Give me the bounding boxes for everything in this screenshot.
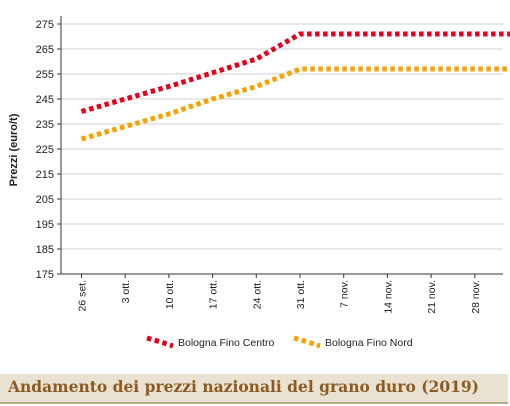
axes [57,16,503,278]
line-chart: 175 185 195 205 215 225 235 245 255 265 275 26 set… [8,16,510,349]
x-tick-labels: 26 set. 3 ott. 10 ott. 17 ott. 24 ott. 31 ott… [77,280,482,314]
chart-title: Andamento dei prezzi nazionali del grano… [8,377,480,396]
grid-lines [61,23,503,250]
y-tick-label: 215 [36,169,54,181]
y-tick-label: 235 [36,119,54,131]
x-tick-label: 24 ott. [251,280,263,309]
x-tick-label: 7 nov. [339,280,351,308]
legend-item: Bologna Fino Nord [293,335,413,349]
x-tick-label: 10 ott. [164,280,176,309]
legend-swatch [146,335,174,349]
x-tick-label: 31 ott. [295,280,307,309]
x-tick-label: 26 set. [77,280,89,312]
y-tick-label: 275 [36,19,54,31]
series-lines [80,31,510,142]
y-tick-label: 255 [36,69,54,81]
legend-item: Bologna Fino Centro [146,335,274,349]
x-tick-label: 14 nov. [382,280,394,314]
x-tick-label: 28 nov. [470,280,482,314]
legend-label: Bologna Fino Nord [325,337,413,349]
legend: Bologna Fino Centro Bologna Fino Nord [146,335,413,349]
y-tick-labels: 175 185 195 205 215 225 235 245 255 265 275 [36,19,54,281]
y-tick-label: 175 [36,269,54,281]
y-tick-label: 265 [36,44,54,56]
series-line [80,66,510,142]
series-line [80,31,510,114]
legend-label: Bologna Fino Centro [178,337,274,349]
x-tick-label: 21 nov. [426,280,438,314]
y-tick-label: 245 [36,94,54,106]
y-tick-label: 195 [36,219,54,231]
y-tick-label: 225 [36,144,54,156]
legend-swatch [293,335,321,349]
x-tick-label: 3 ott. [120,280,132,303]
y-tick-label: 185 [36,244,54,256]
y-axis-label: Prezzi (euro/t) [8,113,20,186]
y-tick-label: 205 [36,194,54,206]
title-bar: Andamento dei prezzi nazionali del grano… [0,374,508,404]
x-tick-label: 17 ott. [208,280,220,309]
